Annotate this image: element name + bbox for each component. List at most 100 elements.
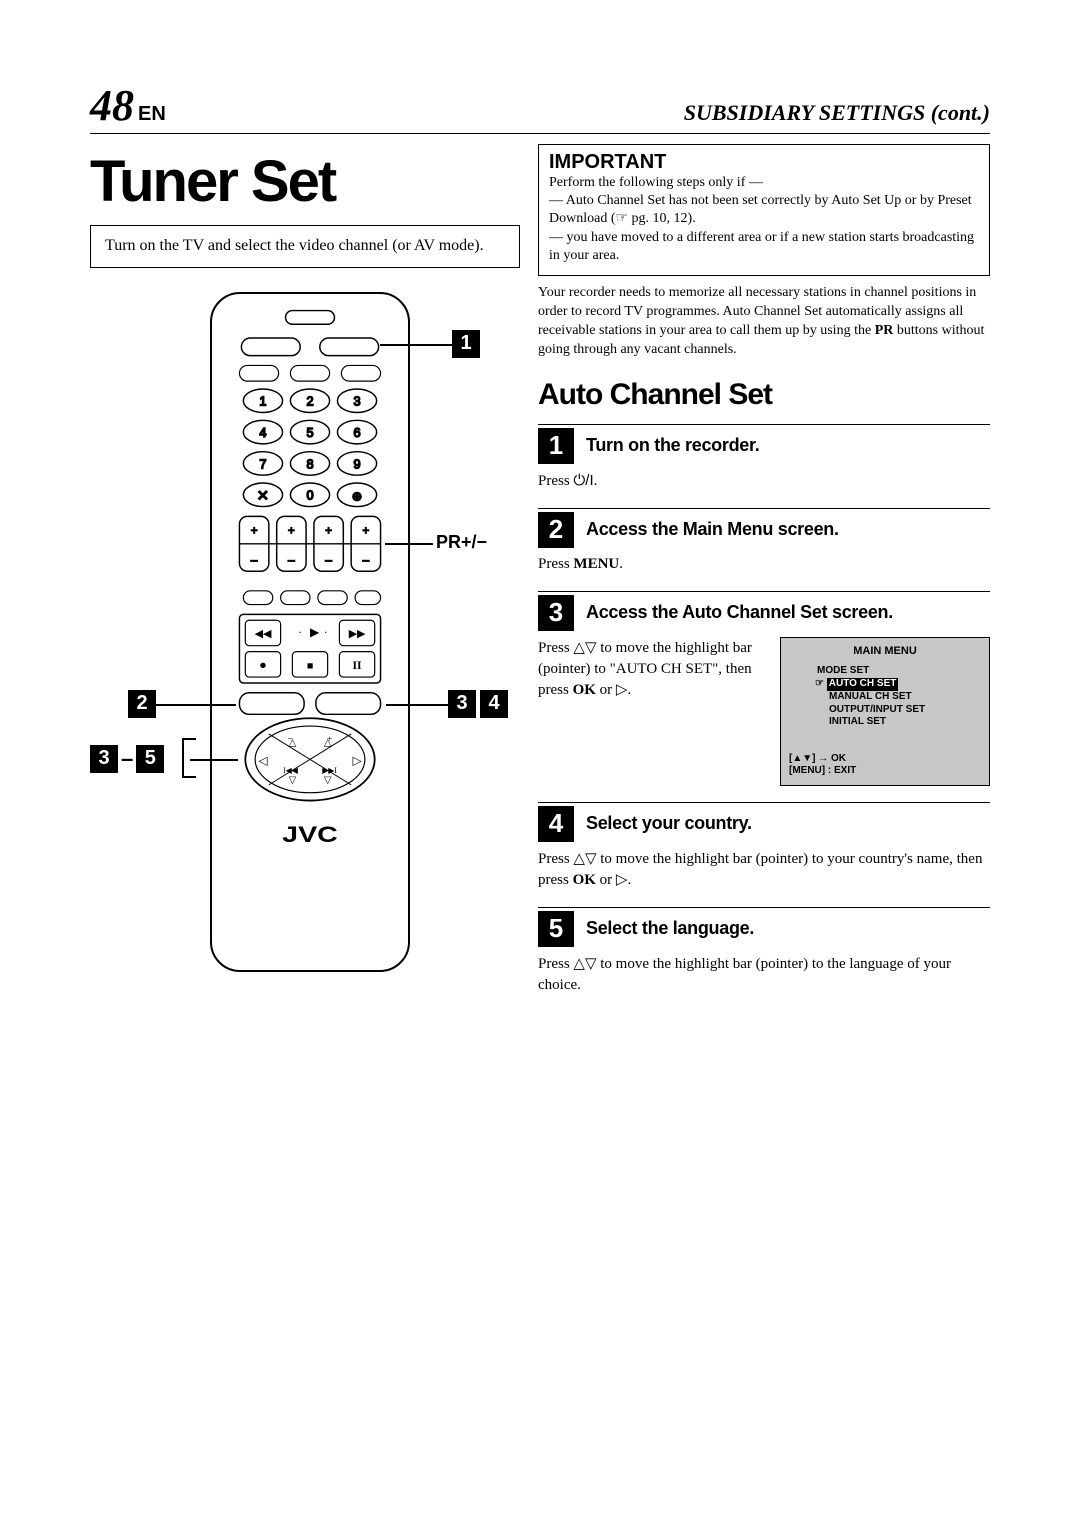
svg-text:⊕: ⊕ (352, 488, 363, 503)
callout-1: 1 (452, 330, 480, 358)
svg-text:1: 1 (259, 393, 266, 408)
callout-2: 2 (128, 690, 156, 718)
svg-text:−: − (288, 553, 296, 568)
step2-bold: MENU (573, 556, 619, 572)
svg-text:▽: ▽ (289, 775, 297, 786)
intro-box: Turn on the TV and select the video chan… (90, 225, 520, 268)
menu-item-4: INITIAL SET (815, 716, 955, 729)
svg-text:·: · (324, 626, 328, 639)
menu-screen: MAIN MENU MODE SET ☞ AUTO CH SET MANUAL … (780, 637, 990, 786)
step-num-1: 1 (538, 428, 574, 464)
svg-text:✕: ✕ (257, 488, 269, 504)
svg-text:●: ● (259, 658, 267, 672)
svg-text:8: 8 (306, 456, 313, 471)
important-line3: — you have moved to a different area or … (549, 229, 979, 265)
step-title-3: Access the Auto Channel Set screen. (586, 602, 893, 623)
step1-post: . (594, 473, 598, 489)
power-icon: ⏻/I (573, 472, 593, 489)
svg-text:−: − (362, 553, 370, 568)
svg-text:0: 0 (306, 487, 313, 502)
menu-item-0: MODE SET (815, 665, 955, 678)
step-title-5: Select the language. (586, 918, 754, 939)
updown-icon: △▽ (573, 639, 596, 656)
pointer-icon: ☞ (815, 678, 827, 689)
step-title-2: Access the Main Menu screen. (586, 519, 839, 540)
menu-title: MAIN MENU (789, 644, 981, 659)
svg-text:−: − (325, 553, 333, 568)
step-4: 4 Select your country. Press △▽ to move … (538, 802, 990, 891)
callout-dash: – (121, 746, 133, 772)
columns: Tuner Set Turn on the TV and select the … (90, 144, 990, 1012)
step-1: 1 Turn on the recorder. Press ⏻/I. (538, 424, 990, 492)
svg-text:▶▶I: ▶▶I (322, 766, 337, 775)
updown-icon: △▽ (573, 850, 596, 867)
svg-text:5: 5 (306, 425, 313, 440)
step5-mid: to move the highlight bar (pointer) to t… (538, 956, 951, 993)
step5-pre: Press (538, 956, 573, 972)
svg-text:4: 4 (259, 425, 266, 440)
svg-text:■: ■ (307, 660, 314, 672)
step-3: 3 Access the Auto Channel Set screen. Pr… (538, 591, 990, 786)
callout-3: 3 (448, 690, 476, 718)
svg-text:+: + (363, 524, 370, 537)
page-number: 48 (90, 81, 134, 130)
important-box: IMPORTANT Perform the following steps on… (538, 144, 990, 276)
svg-text:+: + (288, 524, 295, 537)
page-title: Tuner Set (90, 148, 520, 215)
menu-item-1: AUTO CH SET (827, 678, 899, 691)
svg-text:▷: ▷ (353, 754, 363, 767)
step-num-4: 4 (538, 806, 574, 842)
subsection-title: Auto Channel Set (538, 378, 990, 412)
svg-text:3: 3 (353, 393, 360, 408)
step-title-4: Select your country. (586, 813, 752, 834)
svg-text:△: △ (324, 737, 332, 748)
pr-label: PR+/− (436, 532, 487, 553)
updown-icon: △▽ (573, 955, 596, 972)
callout-4: 4 (480, 690, 508, 718)
page-header: 48 EN SUBSIDIARY SETTINGS (cont.) (90, 80, 990, 134)
step2-post: . (619, 556, 623, 572)
svg-text:▶▶: ▶▶ (349, 628, 366, 640)
svg-text:+: + (325, 524, 332, 537)
svg-text:·: · (298, 626, 302, 639)
svg-text:▽: ▽ (324, 775, 332, 786)
important-heading: IMPORTANT (549, 151, 979, 174)
important-line2: — Auto Channel Set has not been set corr… (549, 192, 979, 228)
menu-list: MODE SET ☞ AUTO CH SET MANUAL CH SET OUT… (815, 665, 955, 729)
section-header: SUBSIDIARY SETTINGS (cont.) (684, 100, 990, 126)
svg-text:−: − (250, 553, 258, 568)
svg-text:△: △ (289, 737, 297, 748)
step-num-5: 5 (538, 911, 574, 947)
step-num-2: 2 (538, 512, 574, 548)
callout-range-b: 5 (136, 745, 164, 773)
svg-text:◁: ◁ (258, 754, 268, 767)
step-title-1: Turn on the recorder. (586, 435, 759, 456)
step-5: 5 Select the language. Press △▽ to move … (538, 907, 990, 996)
step3-post: or ▷. (596, 682, 631, 698)
important-line1: Perform the following steps only if — (549, 174, 979, 192)
step4-post: or ▷. (596, 872, 631, 888)
menu-item-1-row: ☞ AUTO CH SET (815, 677, 955, 691)
menu-item-2: MANUAL CH SET (815, 691, 955, 704)
right-column: IMPORTANT Perform the following steps on… (538, 144, 990, 1012)
step2-pre: Press (538, 556, 573, 572)
svg-text:2: 2 (306, 393, 313, 408)
step4-pre: Press (538, 851, 573, 867)
svg-text:▶: ▶ (310, 626, 320, 639)
menu-item-3: OUTPUT/INPUT SET (815, 704, 955, 717)
page-lang: EN (138, 103, 166, 125)
intro-pr-bold: PR (875, 323, 894, 338)
remote-diagram: 1 2 3 4 5 6 7 8 9 ✕ 0 ⊕ (90, 292, 520, 992)
step4-bold: OK (573, 872, 596, 888)
svg-text:II: II (352, 659, 362, 672)
svg-text:7: 7 (259, 456, 266, 471)
svg-text:6: 6 (353, 425, 360, 440)
svg-text:+: + (251, 524, 258, 537)
page-number-block: 48 EN (90, 80, 166, 131)
menu-footer-2: [MENU] : EXIT (789, 765, 981, 777)
intro-paragraph: Your recorder needs to memorize all nece… (538, 284, 990, 360)
svg-text:9: 9 (353, 456, 360, 471)
remote-outline: 1 2 3 4 5 6 7 8 9 ✕ 0 ⊕ (210, 292, 410, 972)
svg-text:◀◀: ◀◀ (255, 628, 272, 640)
step3-pre: Press (538, 640, 573, 656)
